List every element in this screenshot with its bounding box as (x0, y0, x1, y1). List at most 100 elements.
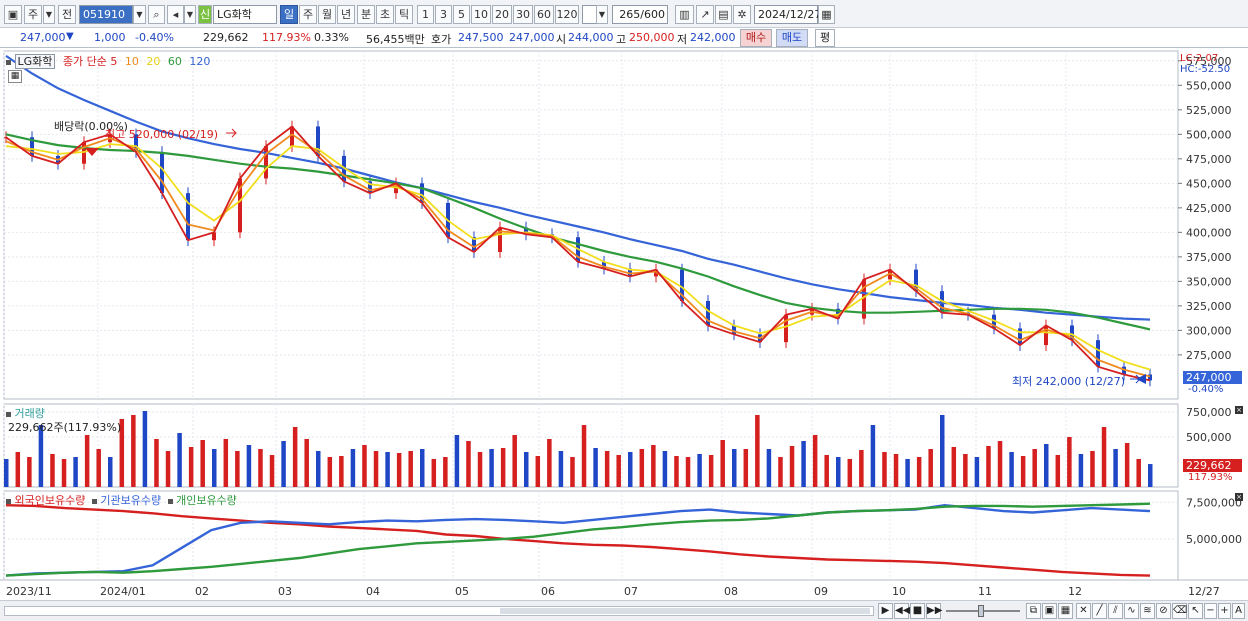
candle-body (82, 142, 86, 164)
volume-bar (697, 454, 702, 487)
chart-scrollbar[interactable] (4, 606, 874, 616)
y-tick-label: 550,000 (1186, 79, 1232, 92)
candle-body (264, 146, 268, 179)
interval-label: 10 (474, 8, 488, 21)
volume-bar (570, 457, 575, 487)
table-toggle-icon[interactable]: ▦ (8, 70, 22, 83)
stock-name-field[interactable]: LG화학 (213, 5, 277, 24)
crosshair-icon[interactable]: ✕ (1076, 603, 1091, 619)
market-select[interactable]: 주 (24, 5, 42, 24)
zoom-slider-handle[interactable] (978, 605, 984, 617)
ma10-label: 10 (124, 55, 139, 68)
interval-dropdown-icon[interactable]: ▼ (596, 5, 608, 24)
holdings-panel-close-icon[interactable]: × (1235, 493, 1243, 501)
interval-1[interactable]: 1 (417, 5, 434, 24)
interval-10[interactable]: 10 (471, 5, 491, 24)
zoom-in-icon[interactable]: + (1218, 603, 1231, 619)
calendar-icon[interactable]: ▦ (818, 5, 835, 24)
layout-icon[interactable]: ▦ (1058, 603, 1073, 619)
candle-body (316, 126, 320, 156)
compare-icon[interactable]: ⧉ (1026, 603, 1041, 619)
gear-icon[interactable]: ✲ (733, 5, 751, 24)
interval-3[interactable]: 3 (435, 5, 452, 24)
x-tick-label: 08 (724, 585, 738, 598)
volume-bar (732, 449, 737, 487)
stop-icon[interactable]: ■ (910, 603, 925, 619)
cursor-icon[interactable]: ↖ (1188, 603, 1203, 619)
eval-button[interactable]: 평 (815, 29, 835, 47)
volume-bar (616, 455, 621, 487)
fibonacci-icon[interactable]: ≋ (1140, 603, 1155, 619)
draw-tool-icon[interactable]: ↗ (696, 5, 714, 24)
interval-label: 5 (458, 8, 465, 21)
rewind-icon[interactable]: ◀◀ (894, 603, 910, 619)
volume-bar (524, 452, 529, 487)
candle-body (628, 268, 632, 277)
buy-button[interactable]: 매수 (740, 29, 772, 47)
foreign-holdings-line (5, 504, 1151, 577)
tab-weekly[interactable]: 주 (299, 5, 317, 24)
window-icon[interactable]: ▣ (1042, 603, 1057, 619)
scroll-thumb[interactable] (500, 608, 870, 614)
turnover-pct: 0.33% (314, 31, 349, 44)
candle-body (862, 279, 866, 319)
interval-60[interactable]: 60 (534, 5, 554, 24)
link-icon[interactable]: ⊘ (1156, 603, 1171, 619)
candle-body (680, 269, 684, 301)
volume-bar (165, 451, 171, 487)
tab-tick[interactable]: 틱 (395, 5, 413, 24)
volume-bar (685, 457, 691, 487)
ma20-line (5, 143, 1151, 371)
hc-value: HC:-52.50 (1180, 64, 1231, 75)
window-menu-icon[interactable]: ▣ (4, 5, 22, 24)
wave-icon[interactable]: ∿ (1124, 603, 1139, 619)
trade-value: 56,455백만 (366, 33, 425, 46)
candle-type-icon[interactable]: ▥ (675, 5, 694, 24)
save-icon[interactable]: ▤ (715, 5, 732, 24)
eraser-icon[interactable]: ⌫ (1172, 603, 1187, 619)
interval-label: 30 (516, 8, 530, 21)
stock-code-input[interactable]: 051910 (79, 5, 133, 24)
volume-tag: 229,662 (1183, 459, 1242, 472)
tab-second[interactable]: 초 (376, 5, 394, 24)
legend-foreign: 외국인보유수량 (14, 494, 86, 507)
chart-canvas[interactable]: 2023/11 2024/01 02 03 04 05 06 07 08 09 10 11 12 12/2… (0, 49, 1248, 600)
tab-yearly[interactable]: 년 (337, 5, 355, 24)
speaker-dropdown-icon[interactable]: ▼ (184, 5, 196, 24)
tab-daily[interactable]: 일 (280, 5, 298, 24)
tab-monthly[interactable]: 월 (318, 5, 336, 24)
trend-line-icon[interactable]: ╱ (1092, 603, 1107, 619)
tab-minute[interactable]: 분 (357, 5, 375, 24)
volume-bar (940, 415, 945, 487)
market-dropdown-icon[interactable]: ▼ (43, 5, 55, 24)
date-input[interactable]: 2024/12/27 (754, 5, 821, 24)
y-tick-label: 575,000 (1186, 55, 1232, 68)
zoom-out-icon[interactable]: − (1204, 603, 1217, 619)
channel-icon[interactable]: ⫽ (1108, 603, 1123, 619)
sell-button[interactable]: 매도 (776, 29, 808, 47)
interval-120[interactable]: 120 (555, 5, 579, 24)
count-field[interactable]: 265/600 (612, 5, 668, 24)
scroll-right-icon[interactable]: ▶ (878, 603, 893, 619)
interval-30[interactable]: 30 (513, 5, 533, 24)
stock-name-tag[interactable]: LG화학 (14, 54, 56, 69)
volume-bar (223, 439, 229, 487)
volume-bar (1009, 452, 1014, 487)
bottom-scroll-bar: ▶ ◀◀ ■ ▶▶ ⧉ ▣ ▦ ✕ ╱ ⫽ ∿ ≋ ⊘ ⌫ ↖ − + A (0, 600, 1248, 621)
interval-5[interactable]: 5 (453, 5, 470, 24)
volume-bar (350, 449, 356, 487)
speaker-icon[interactable]: ◂ (167, 5, 184, 24)
code-dropdown-icon[interactable]: ▼ (133, 5, 146, 24)
search-icon[interactable]: ⌕ (148, 5, 165, 24)
volume-panel-close-icon[interactable]: × (1235, 406, 1243, 414)
volume-bar (859, 450, 864, 487)
interval-20[interactable]: 20 (492, 5, 512, 24)
fast-forward-icon[interactable]: ▶▶ (926, 603, 942, 619)
new-badge: 신 (198, 5, 212, 24)
prev-button[interactable]: 전 (58, 5, 76, 24)
x-tick-label: 05 (455, 585, 469, 598)
y-tick-label: 475,000 (1186, 153, 1232, 166)
x-tick-label: 02 (195, 585, 209, 598)
volume-bar (662, 451, 668, 487)
auto-scale-icon[interactable]: A (1232, 603, 1245, 619)
